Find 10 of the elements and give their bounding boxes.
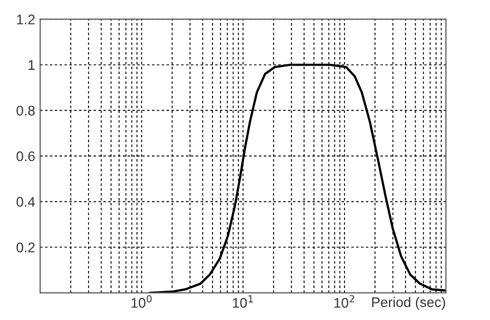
- y-tick-label: 1.2: [17, 14, 35, 24]
- x-tick-label: 10$^{1}$: [232, 295, 253, 308]
- x-tick-label: 10$^{0}$: [132, 295, 152, 308]
- y-tick-label: 0.6: [16, 151, 35, 162]
- y-tick-label: 1: [28, 60, 35, 70]
- y-tick-label: 0.4: [16, 196, 35, 207]
- y-tick-label: 0.8: [16, 106, 35, 116]
- x-axis-title: Period (sec): [372, 296, 446, 310]
- x-tick-label: 10$^{2}$: [334, 295, 354, 308]
- y-tick-label: 0.2: [16, 242, 35, 252]
